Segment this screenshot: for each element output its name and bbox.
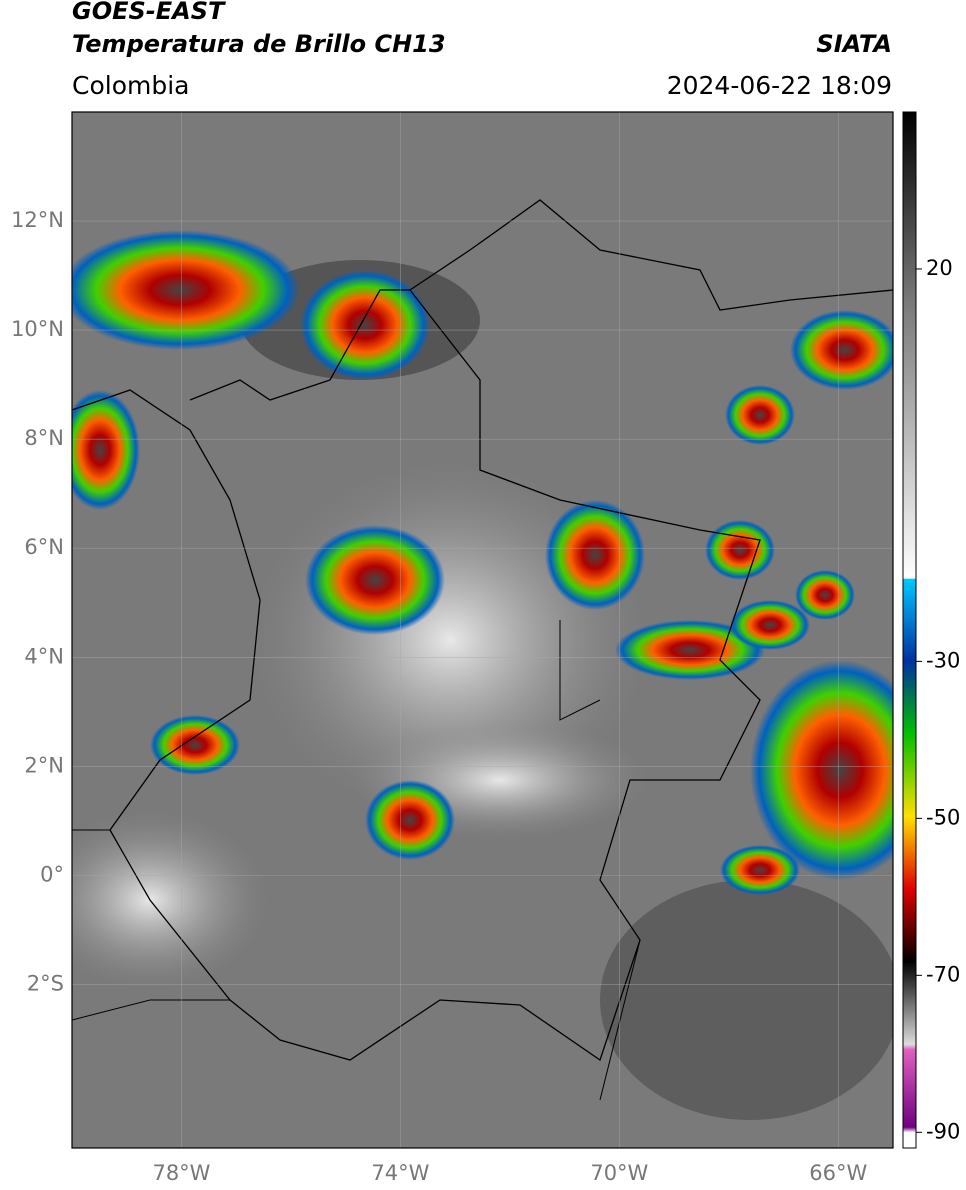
source: SIATA: [816, 30, 892, 58]
lon-tick-label: 78°W: [152, 1161, 210, 1185]
lon-tick-label: 66°W: [809, 1161, 867, 1185]
lon-tick-label: 70°W: [590, 1161, 648, 1185]
lat-tick-label: 4°N: [24, 644, 64, 668]
colorbar-tick-label: -70: [926, 962, 960, 986]
lat-tick-label: 12°N: [11, 208, 64, 232]
title: GOES-EAST: [72, 0, 226, 25]
lat-tick-label: 10°N: [11, 317, 64, 341]
lat-tick-label: 8°N: [24, 426, 64, 450]
colorbar-tick-label: -90: [926, 1119, 960, 1143]
map-frame: [71, 111, 894, 1149]
colorbar-tick-label: 20: [926, 256, 953, 280]
colorbar: [902, 111, 917, 1149]
colorbar-tick-label: -50: [926, 805, 960, 829]
region: Colombia: [72, 71, 189, 100]
satellite-image: [72, 112, 893, 1148]
lat-tick-label: 6°N: [24, 535, 64, 559]
lat-tick-label: 0°: [40, 862, 64, 886]
datetime: 2024-06-22 18:09: [667, 71, 892, 100]
lat-tick-label: 2°S: [27, 971, 64, 995]
lat-tick-label: 2°N: [24, 753, 64, 777]
subtitle: Temperatura de Brillo CH13: [72, 30, 446, 58]
colorbar-tick-label: -30: [926, 648, 960, 672]
lon-tick-label: 74°W: [371, 1161, 429, 1185]
